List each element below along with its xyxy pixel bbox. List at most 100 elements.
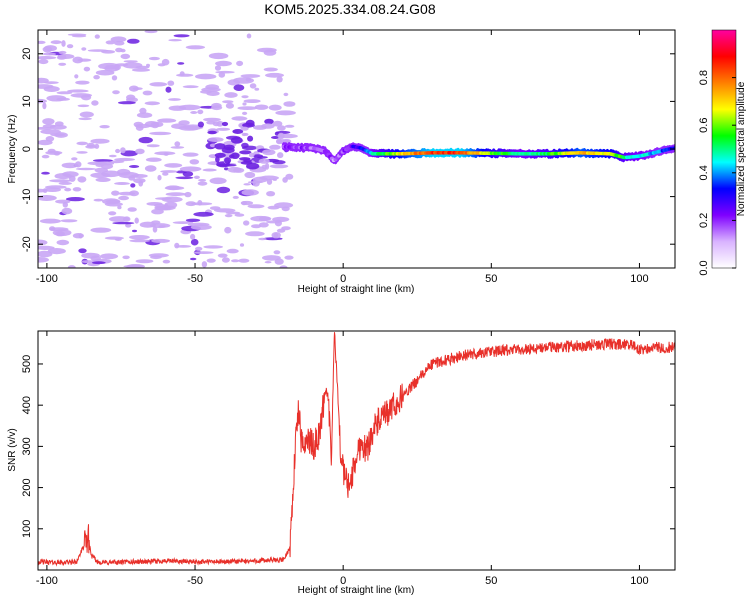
spectrogram-noise-patch bbox=[101, 50, 116, 54]
spectrogram-noise-patch bbox=[108, 211, 117, 216]
spectrogram-noise-patch bbox=[168, 105, 187, 111]
spectrogram-noise-patch bbox=[78, 117, 92, 121]
spectrogram-noise-patch bbox=[81, 94, 92, 101]
spectrogram-noise-patch bbox=[130, 183, 136, 188]
colorbar-tick-label: 0.8 bbox=[698, 70, 710, 85]
spectrogram-noise-patch bbox=[184, 191, 192, 198]
spectrogram-noise-patch bbox=[60, 219, 78, 223]
colorbar-ticks: 0.0 0.2 0.4 0.6 0.8 bbox=[698, 70, 736, 276]
spectrogram-noise-patch bbox=[158, 225, 166, 228]
spectrogram-noise-patch bbox=[190, 233, 196, 240]
spectrogram-noise-patch bbox=[94, 143, 100, 149]
spectrogram-noise-patch bbox=[100, 163, 114, 170]
spectrogram-noise-patch bbox=[239, 243, 245, 247]
spectrogram-noise-patch bbox=[179, 166, 202, 172]
spectrogram-noise-patch bbox=[214, 65, 222, 71]
spectrogram-noise-patch bbox=[252, 154, 264, 158]
spectrogram-noise-patch bbox=[90, 255, 101, 262]
spectrogram-noise-patch bbox=[182, 171, 194, 177]
spectrogram-noise-patch bbox=[142, 90, 153, 96]
spectrogram-noise-patch bbox=[215, 156, 220, 163]
spectrogram-noise-patch bbox=[197, 200, 203, 206]
x-tick-label: 0 bbox=[340, 575, 346, 587]
spectrogram-noise-patch bbox=[42, 52, 57, 56]
x-tick-label: 0 bbox=[340, 273, 346, 285]
y-tick-label: 0 bbox=[21, 146, 33, 152]
spectrogram-noise-patch bbox=[90, 138, 110, 144]
spectrogram-noise-patch bbox=[123, 265, 144, 268]
spectrogram-noise-patch bbox=[238, 258, 250, 263]
spectrogram-noise-patch bbox=[99, 125, 110, 129]
spectrogram-noise-patch bbox=[67, 265, 76, 268]
spectrogram-noise-patch bbox=[144, 30, 158, 34]
spectrogram-noise-patch bbox=[148, 56, 160, 61]
spectrogram-noise-patch bbox=[71, 157, 78, 161]
y-tick-label: -20 bbox=[21, 236, 33, 252]
spectrogram-noise-patch bbox=[258, 216, 271, 222]
spectrogram-noise-patch bbox=[43, 81, 59, 84]
spectrogram-noise-patch bbox=[56, 97, 70, 101]
spectrogram-noise-patch bbox=[56, 239, 70, 246]
spectrogram-noise-patch bbox=[236, 60, 244, 67]
spectrogram-noise-patch bbox=[41, 171, 50, 175]
spectrogram-noise-patch bbox=[241, 95, 249, 99]
spectrogram-noise-patch bbox=[247, 135, 254, 142]
spectrogram-noise-patch bbox=[275, 110, 296, 116]
spectrogram-noise-patch bbox=[277, 132, 285, 140]
spectrogram-noise-patch bbox=[266, 191, 276, 197]
spectrogram-noise-patch bbox=[247, 204, 265, 209]
y-tick-label: 100 bbox=[21, 520, 33, 538]
spectrogram-noise-patch bbox=[162, 259, 171, 264]
spectrogram-noise-patch bbox=[232, 195, 239, 199]
spectrogram-noise-patch bbox=[79, 111, 94, 118]
spectrogram-noise-patch bbox=[283, 92, 289, 97]
spectrogram-y-ticks: -20 -10 0 10 20 bbox=[21, 48, 675, 252]
spectrogram-noise-patch bbox=[251, 224, 262, 229]
spectrogram-noise-patch bbox=[125, 223, 132, 228]
y-tick-label: 400 bbox=[21, 396, 33, 414]
spectrogram-noise-patch bbox=[130, 174, 148, 178]
spectrogram-marks bbox=[38, 30, 675, 268]
spectrogram-noise-patch bbox=[129, 239, 151, 243]
snr-x-ticks: -100 -50 0 50 100 bbox=[36, 331, 649, 587]
spectrogram-noise-patch bbox=[56, 91, 73, 95]
spectrogram-noise-patch bbox=[240, 126, 249, 131]
spectrogram-noise-patch bbox=[195, 73, 217, 80]
spectrogram-noise-patch bbox=[77, 176, 87, 183]
spectrogram-noise-patch bbox=[177, 62, 185, 65]
spectrogram-noise-patch bbox=[277, 125, 286, 131]
spectrogram-noise-patch bbox=[216, 186, 231, 194]
spectrogram-noise-patch bbox=[81, 47, 87, 51]
spectrogram-noise-patch bbox=[185, 45, 206, 50]
spectrogram-noise-patch bbox=[244, 171, 256, 179]
spectrogram-noise-patch bbox=[90, 227, 112, 233]
spectrogram-noise-patch bbox=[94, 34, 100, 39]
spectrogram-noise-patch bbox=[115, 148, 121, 154]
spectrogram-noise-patch bbox=[214, 143, 226, 150]
spectrogram-noise-patch bbox=[222, 100, 234, 104]
spectrogram-noise-patch bbox=[264, 118, 274, 125]
spectrogram-noise-patch bbox=[185, 218, 201, 222]
spectrogram-noise-patch bbox=[216, 127, 231, 131]
spectrogram-noise-patch bbox=[109, 216, 130, 223]
spectrogram-noise-patch bbox=[77, 58, 92, 62]
spectrogram-noise-patch bbox=[44, 187, 61, 192]
spectrogram-noise-patch bbox=[284, 124, 295, 128]
spectrogram-noise-patch bbox=[135, 148, 145, 155]
spectrogram-noise-patch bbox=[61, 162, 79, 169]
spectrogram-noise-patch bbox=[197, 121, 204, 128]
colorbar-tick-label: 0.2 bbox=[698, 213, 710, 228]
spectrogram-noise-patch bbox=[61, 40, 66, 47]
spectrogram-noise-patch bbox=[221, 121, 229, 127]
spectrogram-noise-patch bbox=[224, 157, 232, 164]
spectrogram-noise-patch bbox=[133, 178, 146, 184]
spectrogram-noise-patch bbox=[74, 161, 82, 168]
spectrogram-noise-patch bbox=[231, 259, 240, 263]
spectrogram-noise-patch bbox=[99, 253, 119, 260]
snr-x-label: Height of straight line (km) bbox=[298, 585, 415, 596]
spectrogram-noise-patch bbox=[238, 157, 251, 161]
x-tick-label: 50 bbox=[485, 273, 497, 285]
spectrogram-noise-patch bbox=[155, 197, 172, 200]
spectrogram-noise-patch bbox=[78, 248, 87, 254]
spectrogram-noise-patch bbox=[193, 211, 214, 217]
